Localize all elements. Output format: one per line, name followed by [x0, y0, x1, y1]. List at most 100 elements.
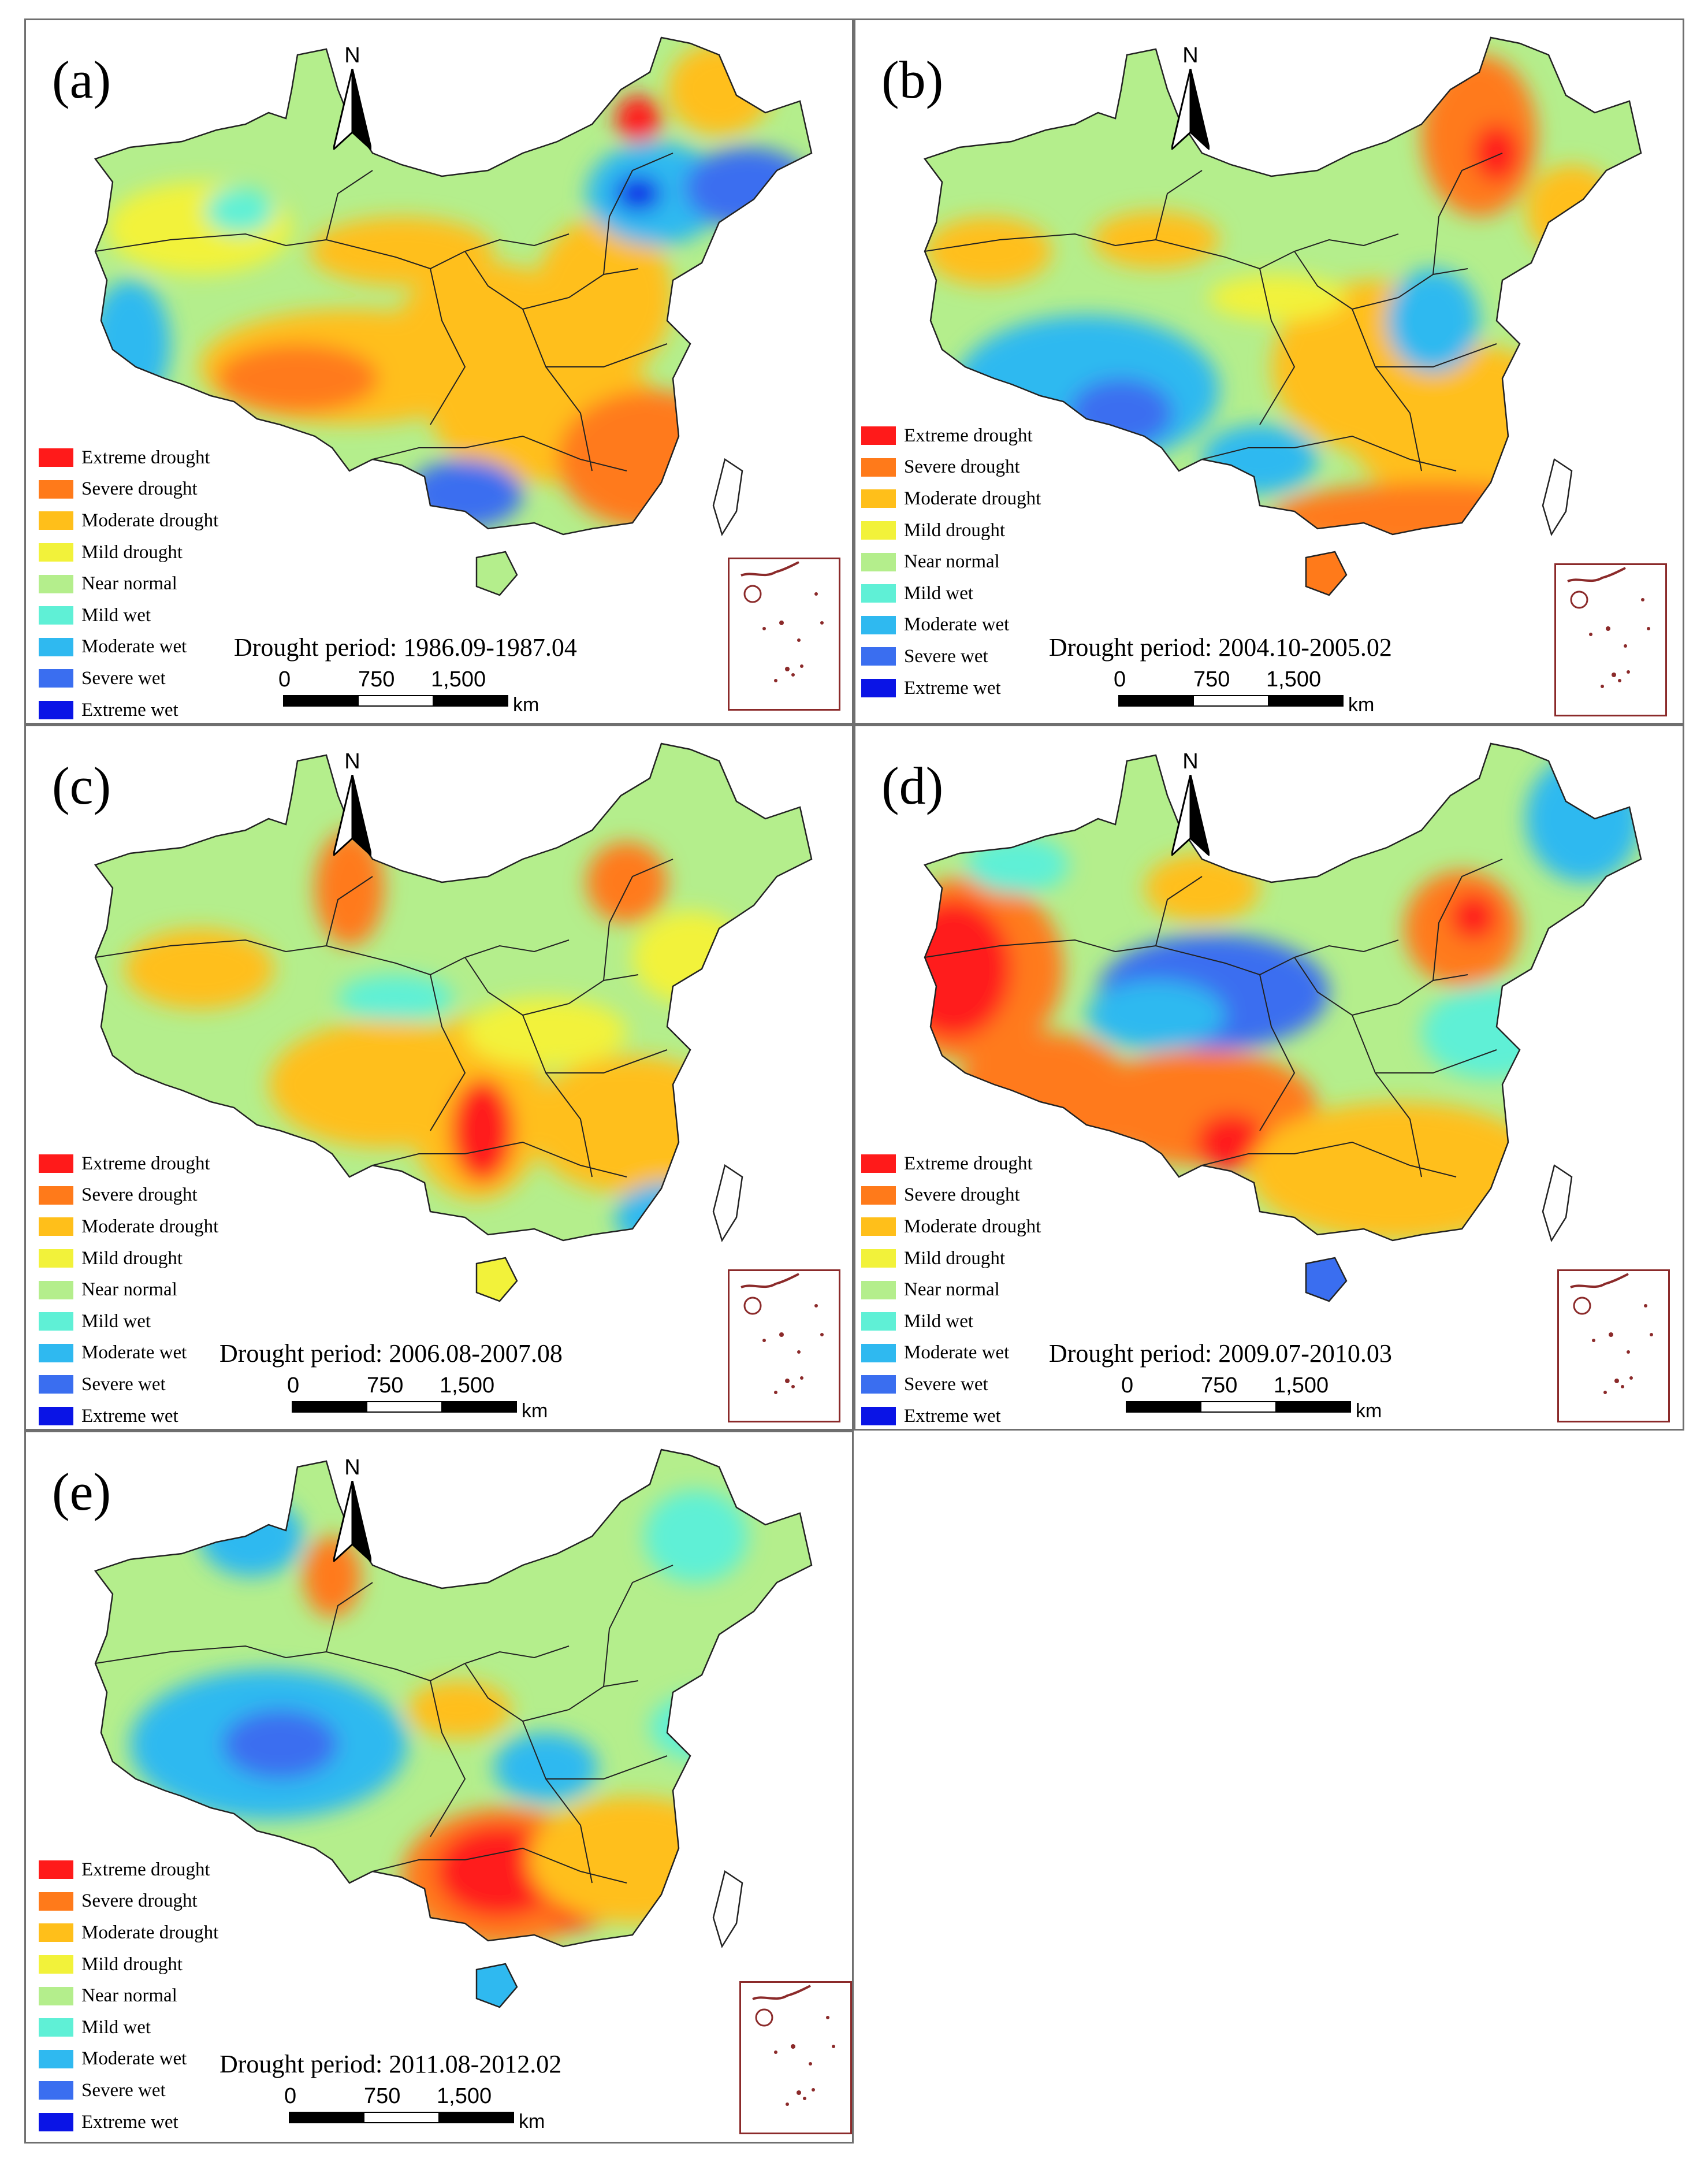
province-boundary [372, 1847, 627, 1884]
legend-swatch [861, 615, 896, 634]
legend-swatch [39, 1986, 73, 2005]
scale-tick: 750 [358, 667, 395, 692]
legend-swatch [861, 521, 896, 540]
legend-item: Mild drought [39, 537, 218, 569]
drought-period: Drought period: 2004.10-2005.02 [1049, 633, 1392, 662]
province-boundary [603, 859, 673, 981]
legend-label: Near normal [81, 1985, 177, 2007]
legend-label: Mild drought [81, 1953, 183, 1975]
legend-swatch [39, 1860, 73, 1879]
legend-label: Extreme drought [904, 1153, 1033, 1174]
legend-swatch [39, 2113, 73, 2132]
legend-item: Extreme wet [861, 1401, 1041, 1429]
scale-bar: 0 750 1,500 km [287, 1373, 548, 1425]
province-boundary [1294, 957, 1468, 1016]
legend-swatch [39, 669, 73, 688]
legend-label: Severe wet [904, 1373, 988, 1395]
legend-label: Near normal [904, 551, 1000, 573]
legend-label: Mild wet [81, 604, 151, 626]
drought-period: Drought period: 2011.08-2012.02 [219, 2050, 562, 2078]
north-arrow: N [326, 1455, 378, 1565]
legend-label: Moderate drought [81, 1216, 219, 1237]
south-china-sea-inset [728, 1269, 840, 1422]
legend-swatch [39, 1154, 73, 1173]
province-boundary [95, 939, 327, 958]
scale-unit: km [522, 1400, 548, 1422]
north-letter: N [344, 749, 360, 774]
panel-label: (d) [881, 756, 944, 815]
legend: Extreme drought Severe drought Moderate … [39, 442, 219, 723]
scale-tick: 0 [284, 2084, 297, 2108]
drought-period: Drought period: 2006.08-2007.08 [219, 1339, 563, 1368]
province-boundary [1155, 876, 1203, 946]
province-boundary [522, 1721, 593, 1884]
south-china-sea-inset [739, 1981, 852, 2134]
legend-label: Moderate wet [81, 636, 187, 657]
province-boundary [326, 1582, 373, 1652]
legend-item: Extreme wet [861, 673, 1041, 704]
legend-item: Mild wet [861, 578, 1041, 610]
drought-map [94, 36, 813, 596]
legend-item: Severe drought [39, 1886, 218, 1918]
north-arrow: N [326, 43, 378, 153]
legend-label: Mild wet [81, 1310, 151, 1332]
north-arrow: N [326, 749, 378, 859]
panel-c: (c) N Extreme drought Severe drought Mod… [24, 725, 854, 1431]
province-boundary [464, 957, 639, 1016]
province-boundary [546, 1049, 668, 1073]
legend-item: Extreme drought [39, 1148, 218, 1180]
legend-swatch [861, 1280, 896, 1299]
north-arrow-icon [1171, 69, 1210, 150]
legend-label: Severe drought [81, 1184, 198, 1206]
legend-label: Near normal [904, 1279, 1000, 1301]
panel-label: (e) [52, 1462, 111, 1521]
province-boundary [430, 1680, 466, 1837]
panel-b: (b) N Extreme drought Severe drought Mod… [854, 18, 1684, 725]
legend-item: Mild wet [39, 600, 218, 631]
province-boundary [522, 309, 593, 471]
scale-bar-graphic [292, 1401, 517, 1413]
legend-swatch [861, 458, 896, 477]
legend-swatch [861, 426, 896, 445]
legend-item: Severe wet [39, 663, 218, 694]
south-china-sea-inset [728, 558, 840, 711]
drought-map [923, 36, 1642, 596]
legend-label: Moderate wet [81, 2048, 187, 2070]
north-arrow-icon [333, 775, 371, 856]
legend-swatch [39, 448, 73, 467]
scale-tick: 1,500 [437, 2084, 492, 2108]
legend-label: Near normal [81, 573, 177, 595]
legend-item: Near normal [39, 568, 218, 600]
legend-item: Severe drought [39, 1180, 218, 1212]
legend-label: Extreme drought [81, 447, 210, 468]
legend-swatch [39, 543, 73, 562]
province-boundary [1294, 251, 1468, 310]
legend-swatch [39, 701, 73, 720]
scale-unit: km [1356, 1400, 1382, 1422]
province-boundary [1375, 1049, 1497, 1073]
legend-swatch [861, 1375, 896, 1394]
province-boundary [1259, 974, 1296, 1131]
province-boundary [1352, 1015, 1422, 1177]
legend-label: Severe wet [81, 2079, 166, 2101]
legend-item: Severe drought [861, 1180, 1041, 1212]
legend-item: Moderate drought [861, 483, 1041, 515]
scale-bar: 0 750 1,500 km [284, 2084, 545, 2136]
north-letter: N [1182, 749, 1199, 774]
legend-swatch [861, 552, 896, 571]
legend-item: Mild wet [861, 1306, 1041, 1338]
scale-bar: 0 750 1,500 km [1114, 667, 1374, 719]
legend-label: Extreme drought [81, 1859, 210, 1880]
legend-label: Near normal [81, 1279, 177, 1301]
legend-swatch [39, 1375, 73, 1394]
legend-swatch [861, 1217, 896, 1236]
north-arrow: N [1164, 749, 1216, 859]
legend-swatch [861, 1312, 896, 1331]
province-boundary [1201, 1141, 1457, 1177]
north-arrow-icon [333, 1481, 371, 1562]
legend-label: Moderate drought [81, 510, 219, 531]
legend-label: Moderate wet [904, 614, 1010, 636]
scale-bar-graphic [283, 695, 508, 707]
legend-item: Moderate drought [861, 1211, 1041, 1243]
legend-item: Extreme wet [39, 694, 218, 723]
